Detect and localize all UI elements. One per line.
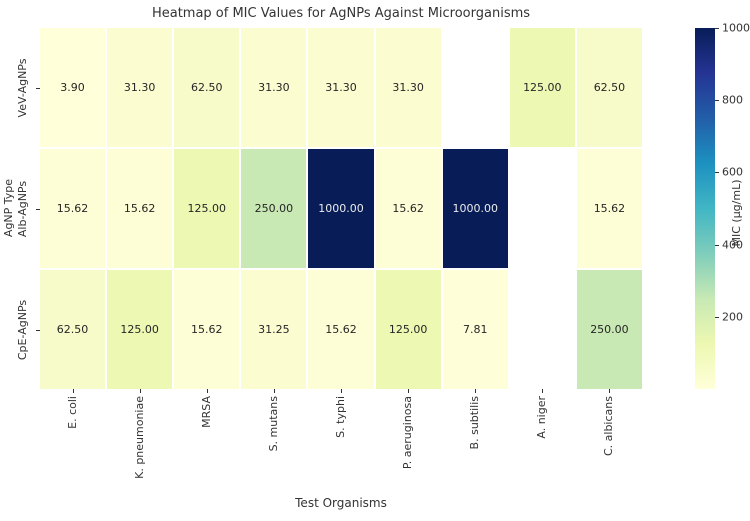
x-tick-label: S. typhi (334, 396, 347, 438)
colorbar-tick-mark (715, 316, 719, 318)
heatmap-cell: 250.00 (576, 270, 642, 389)
heatmap-cell: 62.50 (174, 28, 240, 147)
heatmap-cell: 125.00 (509, 28, 575, 147)
heatmap-cell (442, 28, 508, 147)
y-tick-label: VeV-AgNPs (16, 58, 29, 117)
heatmap-cell: 15.62 (174, 270, 240, 389)
heatmap-cell: 3.90 (40, 28, 106, 147)
heatmap-cell (509, 149, 575, 268)
heatmap-cell: 62.50 (40, 270, 106, 389)
colorbar-label: MIC (µg/mL) (730, 179, 743, 247)
x-tick-mark (139, 389, 141, 393)
x-tick-label: K. pneumoniae (132, 396, 146, 479)
x-tick-label: B. subtilis (468, 396, 482, 450)
heatmap-cell: 31.30 (107, 28, 173, 147)
colorbar (695, 28, 715, 389)
x-tick-label: E. coli (65, 396, 79, 429)
y-tick-mark (36, 87, 40, 89)
heatmap-cell: 31.30 (308, 28, 374, 147)
colorbar-tick-label: 1000 (722, 21, 750, 35)
y-axis-label: AgNP Type (2, 178, 15, 238)
heatmap-cell: 31.25 (241, 270, 307, 389)
x-tick-mark (408, 389, 410, 393)
heatmap-cell: 1000.00 (442, 149, 508, 268)
heatmap-cell: 125.00 (107, 270, 173, 389)
y-tick-label: Alb-AgNPs (16, 180, 29, 237)
x-tick-mark (72, 389, 74, 393)
x-tick-mark (273, 389, 275, 393)
x-tick-label: MRSA (199, 396, 213, 428)
heatmap-cell: 1000.00 (308, 149, 374, 268)
colorbar-tick-label: 600 (722, 165, 743, 179)
x-tick-mark (475, 389, 477, 393)
heatmap-cell: 125.00 (174, 149, 240, 268)
x-tick-mark (609, 389, 611, 393)
x-axis-label: Test Organisms (295, 496, 387, 510)
colorbar-tick-label: 200 (722, 310, 743, 324)
heatmap-cell: 250.00 (241, 149, 307, 268)
heatmap-cell: 15.62 (308, 270, 374, 389)
heatmap-cell: 125.00 (375, 270, 441, 389)
y-tick-mark (36, 329, 40, 331)
heatmap-cell: 31.30 (375, 28, 441, 147)
colorbar-tick-mark (715, 244, 719, 246)
heatmap-cell: 7.81 (442, 270, 508, 389)
colorbar-tick-label: 400 (722, 238, 743, 252)
x-tick-mark (542, 389, 544, 393)
heatmap-cell: 15.62 (40, 149, 106, 268)
colorbar-tick-mark (715, 28, 719, 29)
heatmap-cell (509, 270, 575, 389)
colorbar-tick-mark (715, 100, 719, 102)
heatmap-cell: 15.62 (576, 149, 642, 268)
x-tick-label: A. niger (535, 396, 549, 439)
chart-title: Heatmap of MIC Values for AgNPs Against … (151, 6, 531, 21)
x-tick-label: P. aeruginosa (401, 396, 415, 470)
heatmap-cell: 62.50 (576, 28, 642, 147)
y-tick-label: CpE-AgNPs (16, 299, 29, 360)
heatmap-grid: 3.90 31.30 62.50 31.30 31.30 31.30 125.00 62.50… (40, 28, 642, 389)
x-tick-mark (341, 389, 342, 393)
x-tick-label: C. albicans (602, 396, 616, 457)
heatmap-cell: 15.62 (375, 149, 441, 268)
x-tick-label: S. mutans (266, 396, 280, 452)
colorbar-tick-mark (715, 172, 719, 174)
x-tick-mark (206, 389, 208, 393)
y-tick-mark (36, 208, 40, 210)
colorbar-tick-label: 800 (722, 93, 743, 107)
heatmap-cell: 31.30 (241, 28, 307, 147)
heatmap-cell: 15.62 (107, 149, 173, 268)
